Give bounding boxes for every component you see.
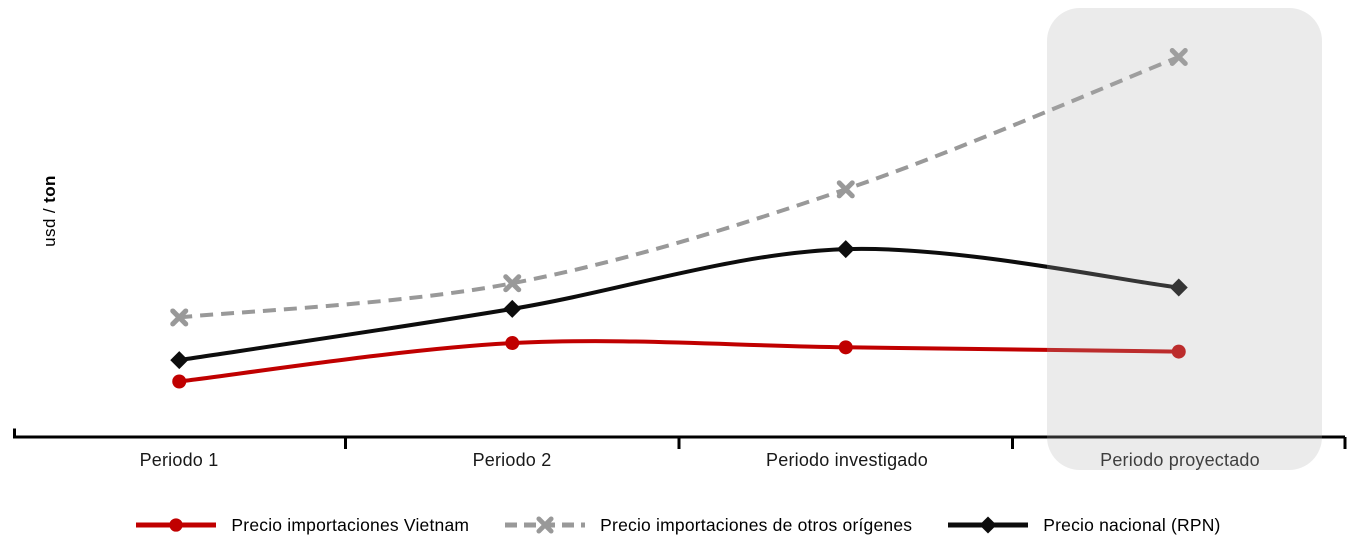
x-label-periodo-2: Periodo 2 bbox=[472, 450, 552, 470]
legend: Precio importaciones Vietnam Precio impo… bbox=[0, 506, 1355, 544]
series-line-1 bbox=[179, 55, 1180, 320]
legend-sample-otros-origenes bbox=[503, 514, 587, 536]
legend-item-otros-origenes: Precio importaciones de otros orígenes bbox=[503, 514, 912, 536]
series-line-2 bbox=[178, 246, 1179, 363]
marker-diamond bbox=[1169, 278, 1188, 297]
marker-x bbox=[170, 308, 189, 327]
x-axis bbox=[13, 428, 1345, 439]
projection-highlight-region bbox=[1047, 8, 1322, 470]
y-axis-title-unit: ton bbox=[40, 175, 59, 203]
marker-circle bbox=[505, 336, 520, 351]
marker-x bbox=[536, 516, 554, 534]
marker-x bbox=[1169, 47, 1188, 66]
marker-circle bbox=[838, 340, 853, 355]
legend-sample-vietnam bbox=[134, 514, 218, 536]
marker-x bbox=[503, 274, 522, 293]
series-line-0 bbox=[179, 339, 1179, 384]
legend-sample-glyph bbox=[136, 518, 217, 532]
x-label-periodo-1: Periodo 1 bbox=[139, 450, 219, 470]
x-label-periodo-investigado: Periodo investigado bbox=[766, 450, 928, 470]
marker-x bbox=[503, 274, 522, 293]
marker-circle bbox=[169, 518, 184, 532]
marker-x bbox=[1169, 47, 1188, 66]
marker-circle bbox=[1171, 344, 1186, 359]
legend-sample-rpn bbox=[946, 514, 1030, 536]
x-label-periodo-proyectado: Periodo proyectado bbox=[1100, 450, 1260, 470]
legend-item-vietnam: Precio importaciones Vietnam bbox=[134, 514, 469, 536]
marker-x bbox=[170, 308, 189, 327]
marker-x bbox=[836, 180, 855, 199]
marker-diamond bbox=[836, 240, 855, 259]
marker-circle bbox=[172, 374, 187, 389]
marker-diamond bbox=[503, 299, 522, 318]
legend-label-vietnam: Precio importaciones Vietnam bbox=[231, 514, 470, 535]
legend-sample-glyph bbox=[948, 516, 1029, 534]
marker-diamond bbox=[979, 516, 997, 534]
marker-x bbox=[836, 180, 855, 199]
legend-sample-glyph bbox=[505, 516, 586, 534]
y-axis-title: usd / ton bbox=[40, 175, 60, 247]
legend-item-rpn: Precio nacional (RPN) bbox=[946, 514, 1220, 536]
y-axis-title-prefix: usd / bbox=[40, 202, 59, 247]
legend-label-rpn: Precio nacional (RPN) bbox=[1043, 514, 1221, 535]
marker-diamond bbox=[170, 351, 189, 370]
legend-label-otros-origenes: Precio importaciones de otros orígenes bbox=[600, 514, 913, 535]
